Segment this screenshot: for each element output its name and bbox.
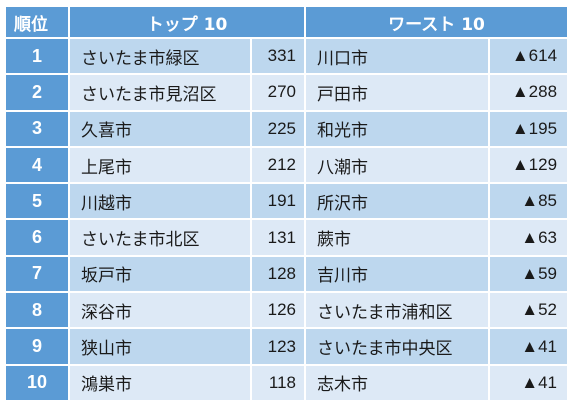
top-name-cell: 上尾市 — [68, 145, 252, 185]
worst-name-cell: 川口市 — [304, 36, 491, 76]
worst-value-cell: ▲41 — [488, 363, 570, 402]
rank-cell: 8 — [4, 291, 70, 330]
table-row: 1 さいたま市緑区 331 川口市 ▲614 — [4, 36, 570, 76]
top-value-cell: 118 — [249, 363, 307, 402]
header-top10: トップ 10 — [67, 5, 307, 39]
top-value-cell: 126 — [249, 291, 307, 330]
header-worst10: ワースト 10 — [304, 5, 570, 39]
worst-name-cell: 志木市 — [304, 363, 491, 402]
top-value-cell: 131 — [249, 218, 307, 257]
top-name-cell: 久喜市 — [68, 109, 252, 148]
table-row: 3 久喜市 225 和光市 ▲195 — [4, 109, 570, 148]
top-name-cell: 深谷市 — [68, 291, 252, 330]
table-row: 10 鴻巣市 118 志木市 ▲41 — [4, 363, 570, 402]
top-value-cell: 128 — [249, 254, 307, 294]
table-row: 2 さいたま市見沼区 270 戸田市 ▲288 — [4, 73, 570, 112]
worst-name-cell: さいたま市中央区 — [304, 327, 491, 366]
worst-value-cell: ▲63 — [488, 218, 570, 257]
top-name-cell: さいたま市見沼区 — [68, 73, 252, 112]
rank-cell: 9 — [4, 327, 70, 366]
worst-value-cell: ▲52 — [488, 291, 570, 330]
top-value-cell: 331 — [249, 36, 307, 76]
table-row: 5 川越市 191 所沢市 ▲85 — [4, 182, 570, 221]
worst-value-cell: ▲59 — [488, 254, 570, 294]
rank-cell: 1 — [4, 36, 70, 76]
ranking-table: 順位 トップ 10 ワースト 10 1 さいたま市緑区 331 川口市 ▲614 2 さいた… — [4, 5, 570, 402]
worst-name-cell: 八潮市 — [304, 145, 491, 185]
table-body: 1 さいたま市緑区 331 川口市 ▲614 2 さいたま市見沼区 270 戸田市 ▲288 3 久喜… — [4, 36, 570, 402]
worst-value-cell: ▲41 — [488, 327, 570, 366]
top-name-cell: さいたま市北区 — [68, 218, 252, 257]
worst-name-cell: 吉川市 — [304, 254, 491, 294]
worst-name-cell: 和光市 — [304, 109, 491, 148]
worst-name-cell: さいたま市浦和区 — [304, 291, 491, 330]
worst-value-cell: ▲85 — [488, 182, 570, 221]
rank-cell: 2 — [4, 73, 70, 112]
top-name-cell: 狭山市 — [68, 327, 252, 366]
top-value-cell: 270 — [249, 73, 307, 112]
worst-value-cell: ▲614 — [488, 36, 570, 76]
rank-cell: 7 — [4, 254, 70, 294]
header-row: 順位 トップ 10 ワースト 10 — [4, 5, 570, 39]
top-name-cell: 鴻巣市 — [68, 363, 252, 402]
worst-name-cell: 所沢市 — [304, 182, 491, 221]
top-name-cell: 川越市 — [68, 182, 252, 221]
top-value-cell: 225 — [249, 109, 307, 148]
worst-value-cell: ▲288 — [488, 73, 570, 112]
top-value-cell: 191 — [249, 182, 307, 221]
worst-name-cell: 蕨市 — [304, 218, 491, 257]
rank-cell: 10 — [4, 363, 70, 402]
table-row: 9 狭山市 123 さいたま市中央区 ▲41 — [4, 327, 570, 366]
worst-value-cell: ▲195 — [488, 109, 570, 148]
top-value-cell: 123 — [249, 327, 307, 366]
worst-value-cell: ▲129 — [488, 145, 570, 185]
worst-name-cell: 戸田市 — [304, 73, 491, 112]
top-name-cell: 坂戸市 — [68, 254, 252, 294]
table-row: 6 さいたま市北区 131 蕨市 ▲63 — [4, 218, 570, 257]
rank-cell: 4 — [4, 145, 70, 185]
header-rank: 順位 — [4, 5, 70, 39]
table-row: 4 上尾市 212 八潮市 ▲129 — [4, 145, 570, 185]
table-row: 7 坂戸市 128 吉川市 ▲59 — [4, 254, 570, 294]
top-value-cell: 212 — [249, 145, 307, 185]
rank-cell: 5 — [4, 182, 70, 221]
top-name-cell: さいたま市緑区 — [68, 36, 252, 76]
table-row: 8 深谷市 126 さいたま市浦和区 ▲52 — [4, 291, 570, 330]
rank-cell: 6 — [4, 218, 70, 257]
rank-cell: 3 — [4, 109, 70, 148]
